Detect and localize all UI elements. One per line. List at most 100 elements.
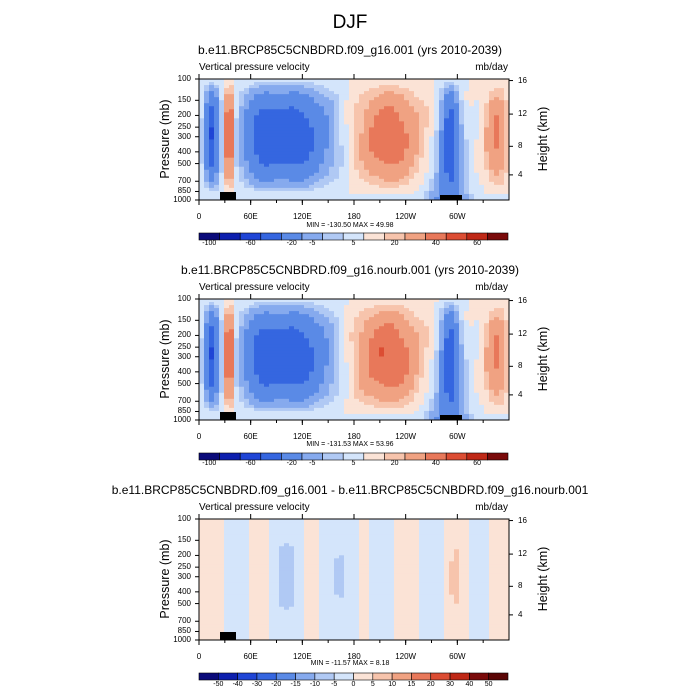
field-cell (269, 341, 275, 345)
field-cell (359, 163, 365, 168)
field-cell (344, 121, 350, 125)
field-cell (319, 142, 325, 147)
field-cell (289, 299, 295, 303)
field-cell (229, 404, 235, 409)
field-cell (384, 332, 390, 336)
field-cell (434, 359, 440, 364)
field-cell (349, 115, 355, 119)
field-cell (229, 94, 235, 98)
field-cell (214, 359, 220, 364)
field-cell (274, 302, 280, 306)
field-cell (299, 169, 305, 174)
field-cell (379, 341, 385, 345)
field-cell (229, 166, 235, 171)
field-cell (309, 356, 315, 360)
field-cell (234, 407, 240, 412)
field-cell (249, 320, 255, 324)
field-cell (344, 112, 350, 116)
field-cell (424, 332, 430, 336)
field-cell (499, 181, 505, 186)
field-cell (294, 190, 300, 195)
field-cell (484, 196, 490, 201)
field-cell (424, 407, 430, 412)
field-cell (199, 166, 205, 171)
field-cell (364, 347, 370, 351)
field-cell (334, 187, 340, 192)
field-cell (489, 190, 495, 195)
field-cell (404, 413, 410, 418)
field-cell (439, 85, 445, 89)
field-cell (224, 79, 230, 83)
field-cell (299, 118, 305, 122)
field-cell (419, 190, 425, 195)
field-cell (429, 109, 435, 113)
field-cell (494, 181, 500, 186)
field-cell (209, 169, 215, 174)
field-cell (394, 139, 400, 144)
field-cell (239, 383, 245, 388)
field-cell (304, 311, 310, 315)
field-cell (439, 347, 445, 351)
field-cell (384, 344, 390, 348)
field-cell (314, 79, 320, 83)
field-cell (374, 368, 380, 373)
field-cell (224, 127, 230, 131)
field-cell (334, 401, 340, 406)
field-cell (384, 178, 390, 183)
field-cell (329, 353, 335, 357)
field-cell (439, 88, 445, 92)
field-cell (349, 127, 355, 131)
field-cell (219, 317, 225, 321)
field-cell (314, 118, 320, 122)
field-cell (314, 100, 320, 104)
field-cell (329, 157, 335, 162)
field-cell (409, 94, 415, 98)
field-cell (249, 308, 255, 312)
field-cell (454, 353, 460, 357)
field-cell (369, 190, 375, 195)
field-cell (339, 413, 345, 418)
field-cell (424, 169, 430, 174)
field-cell (469, 413, 475, 418)
field-cell (279, 85, 285, 89)
field-cell (349, 94, 355, 98)
field-cell (249, 121, 255, 125)
field-cell (314, 136, 320, 140)
field-cell (394, 148, 400, 153)
field-cell (359, 187, 365, 192)
field-cell (374, 344, 380, 348)
field-cell (444, 103, 450, 107)
field-cell (429, 103, 435, 107)
field-cell (319, 127, 325, 131)
field-cell (334, 326, 340, 330)
field-cell (304, 172, 310, 177)
field-cell (259, 115, 265, 119)
field-cell (244, 166, 250, 171)
field-cell (344, 175, 350, 180)
field-cell (304, 317, 310, 321)
field-cell (279, 79, 285, 83)
field-cell (324, 181, 330, 186)
field-cell (299, 311, 305, 315)
field-cell (229, 314, 235, 318)
field-cell (219, 392, 225, 397)
field-cell (389, 100, 395, 104)
field-cell (239, 404, 245, 409)
field-cell (214, 299, 220, 303)
field-cell (409, 142, 415, 147)
field-cell (489, 121, 495, 125)
field-cell (484, 350, 490, 354)
field-cell (199, 356, 205, 360)
field-cell (454, 103, 460, 107)
field-cell (314, 383, 320, 388)
field-cell (499, 187, 505, 192)
field-cell (304, 85, 310, 89)
field-cell (494, 341, 500, 345)
field-cell (379, 169, 385, 174)
field-cell (449, 302, 455, 306)
field-cell (309, 157, 315, 162)
field-cell (209, 163, 215, 168)
field-cell (209, 353, 215, 357)
field-cell (244, 100, 250, 104)
field-cell (214, 404, 220, 409)
